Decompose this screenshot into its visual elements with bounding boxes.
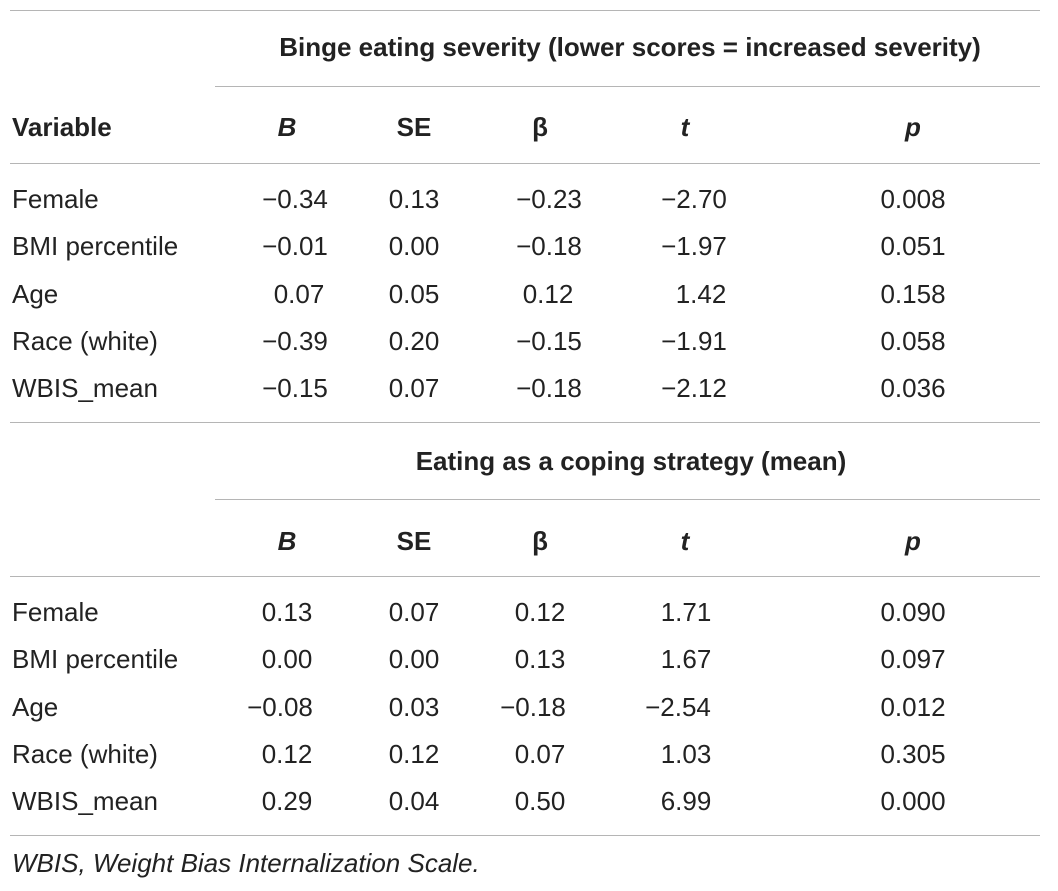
cell-t: 1.71 (660, 597, 712, 627)
section-divider-rule (10, 422, 1040, 423)
row-label: BMI percentile (12, 231, 179, 261)
cell-p: 0.012 (880, 692, 946, 722)
cell-p: 0.305 (880, 739, 946, 769)
cell-beta: −0.18 (516, 373, 582, 403)
cell-b: −0.34 (262, 184, 328, 214)
cell-b: −0.39 (262, 326, 328, 356)
cell-beta: 0.07 (514, 739, 566, 769)
variable-header: Variable (12, 112, 112, 142)
row-label: Race (white) (12, 326, 158, 356)
cell-p: 0.036 (880, 373, 946, 403)
section1-col-p: p (905, 112, 921, 142)
cell-p: 0.097 (880, 644, 946, 674)
cell-se: 0.00 (388, 231, 440, 261)
cell-beta: 0.12 (514, 597, 566, 627)
bottom-rule (10, 835, 1040, 836)
table-footnote: WBIS, Weight Bias Internalization Scale. (12, 848, 480, 878)
row-label: Age (12, 279, 59, 309)
cell-p: 0.158 (880, 279, 946, 309)
cell-se: 0.05 (388, 279, 440, 309)
cell-se: 0.03 (388, 692, 440, 722)
cell-se: 0.07 (388, 597, 440, 627)
section2-col-se: SE (396, 526, 432, 556)
row-label: Female (12, 184, 99, 214)
cell-t: −2.54 (645, 692, 711, 722)
section1-col-beta: β (532, 112, 548, 142)
row-label: Female (12, 597, 99, 627)
cell-p: 0.090 (880, 597, 946, 627)
cell-se: 0.07 (388, 373, 440, 403)
cell-beta: 0.50 (514, 786, 566, 816)
cell-p: 0.051 (880, 231, 946, 261)
cell-b: 0.29 (261, 786, 313, 816)
cell-se: 0.04 (388, 786, 440, 816)
cell-b: 0.12 (261, 739, 313, 769)
row-label: WBIS_mean (12, 373, 158, 403)
cell-t: −2.70 (661, 184, 727, 214)
section2-col-b: B (277, 526, 297, 556)
row-label: Age (12, 692, 59, 722)
cell-t: −1.97 (661, 231, 727, 261)
row-label: BMI percentile (12, 644, 179, 674)
section1-col-t: t (680, 112, 690, 142)
cell-beta: −0.15 (516, 326, 582, 356)
cell-beta: 0.13 (514, 644, 566, 674)
section2-header-rule (10, 576, 1040, 577)
top-rule (10, 10, 1040, 11)
cell-se: 0.12 (388, 739, 440, 769)
cell-t: −2.12 (661, 373, 727, 403)
cell-b: −0.08 (247, 692, 313, 722)
cell-se: 0.20 (388, 326, 440, 356)
row-label: Race (white) (12, 739, 158, 769)
cell-b: −0.15 (262, 373, 328, 403)
section2-title: Eating as a coping strategy (mean) (415, 446, 847, 476)
cell-beta: −0.23 (516, 184, 582, 214)
cell-p: 0.000 (880, 786, 946, 816)
cell-t: −1.91 (661, 326, 727, 356)
cell-t: 6.99 (660, 786, 712, 816)
cell-t: 1.42 (675, 279, 727, 309)
section1-title: Binge eating severity (lower scores = in… (279, 32, 981, 62)
cell-se: 0.13 (388, 184, 440, 214)
cell-t: 1.03 (660, 739, 712, 769)
cell-p: 0.008 (880, 184, 946, 214)
cell-b: 0.00 (261, 644, 313, 674)
cell-t: 1.67 (660, 644, 712, 674)
section2-col-p: p (905, 526, 921, 556)
cell-se: 0.00 (388, 644, 440, 674)
cell-beta: 0.12 (522, 279, 574, 309)
section1-header-rule (10, 163, 1040, 164)
cell-p: 0.058 (880, 326, 946, 356)
section2-title-rule (215, 499, 1040, 500)
cell-b: 0.07 (273, 279, 325, 309)
cell-beta: −0.18 (500, 692, 566, 722)
section2-col-beta: β (532, 526, 548, 556)
section1-title-rule (215, 86, 1040, 87)
section1-col-se: SE (396, 112, 432, 142)
section1-col-b: B (277, 112, 297, 142)
section2-col-t: t (680, 526, 690, 556)
cell-b: 0.13 (261, 597, 313, 627)
cell-b: −0.01 (262, 231, 328, 261)
row-label: WBIS_mean (12, 786, 158, 816)
cell-beta: −0.18 (516, 231, 582, 261)
